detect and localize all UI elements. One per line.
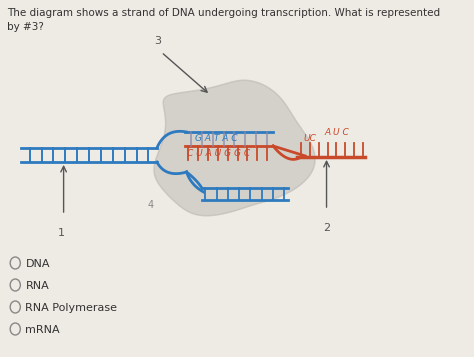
- Text: A U C: A U C: [324, 127, 349, 136]
- Polygon shape: [154, 80, 315, 216]
- Text: G A T A C: G A T A C: [195, 134, 237, 142]
- Text: by #3?: by #3?: [7, 22, 44, 32]
- Text: 4: 4: [148, 200, 154, 210]
- Text: RNA: RNA: [26, 281, 49, 291]
- Text: C U A U G G C: C U A U G G C: [187, 149, 250, 157]
- Text: UC: UC: [304, 134, 317, 142]
- Text: 2: 2: [323, 223, 330, 233]
- Text: 3: 3: [154, 36, 161, 46]
- Text: RNA Polymerase: RNA Polymerase: [26, 303, 118, 313]
- Text: mRNA: mRNA: [26, 325, 60, 335]
- Text: DNA: DNA: [26, 259, 50, 269]
- Text: 1: 1: [57, 228, 64, 238]
- Text: The diagram shows a strand of DNA undergoing transcription. What is represented: The diagram shows a strand of DNA underg…: [7, 8, 440, 18]
